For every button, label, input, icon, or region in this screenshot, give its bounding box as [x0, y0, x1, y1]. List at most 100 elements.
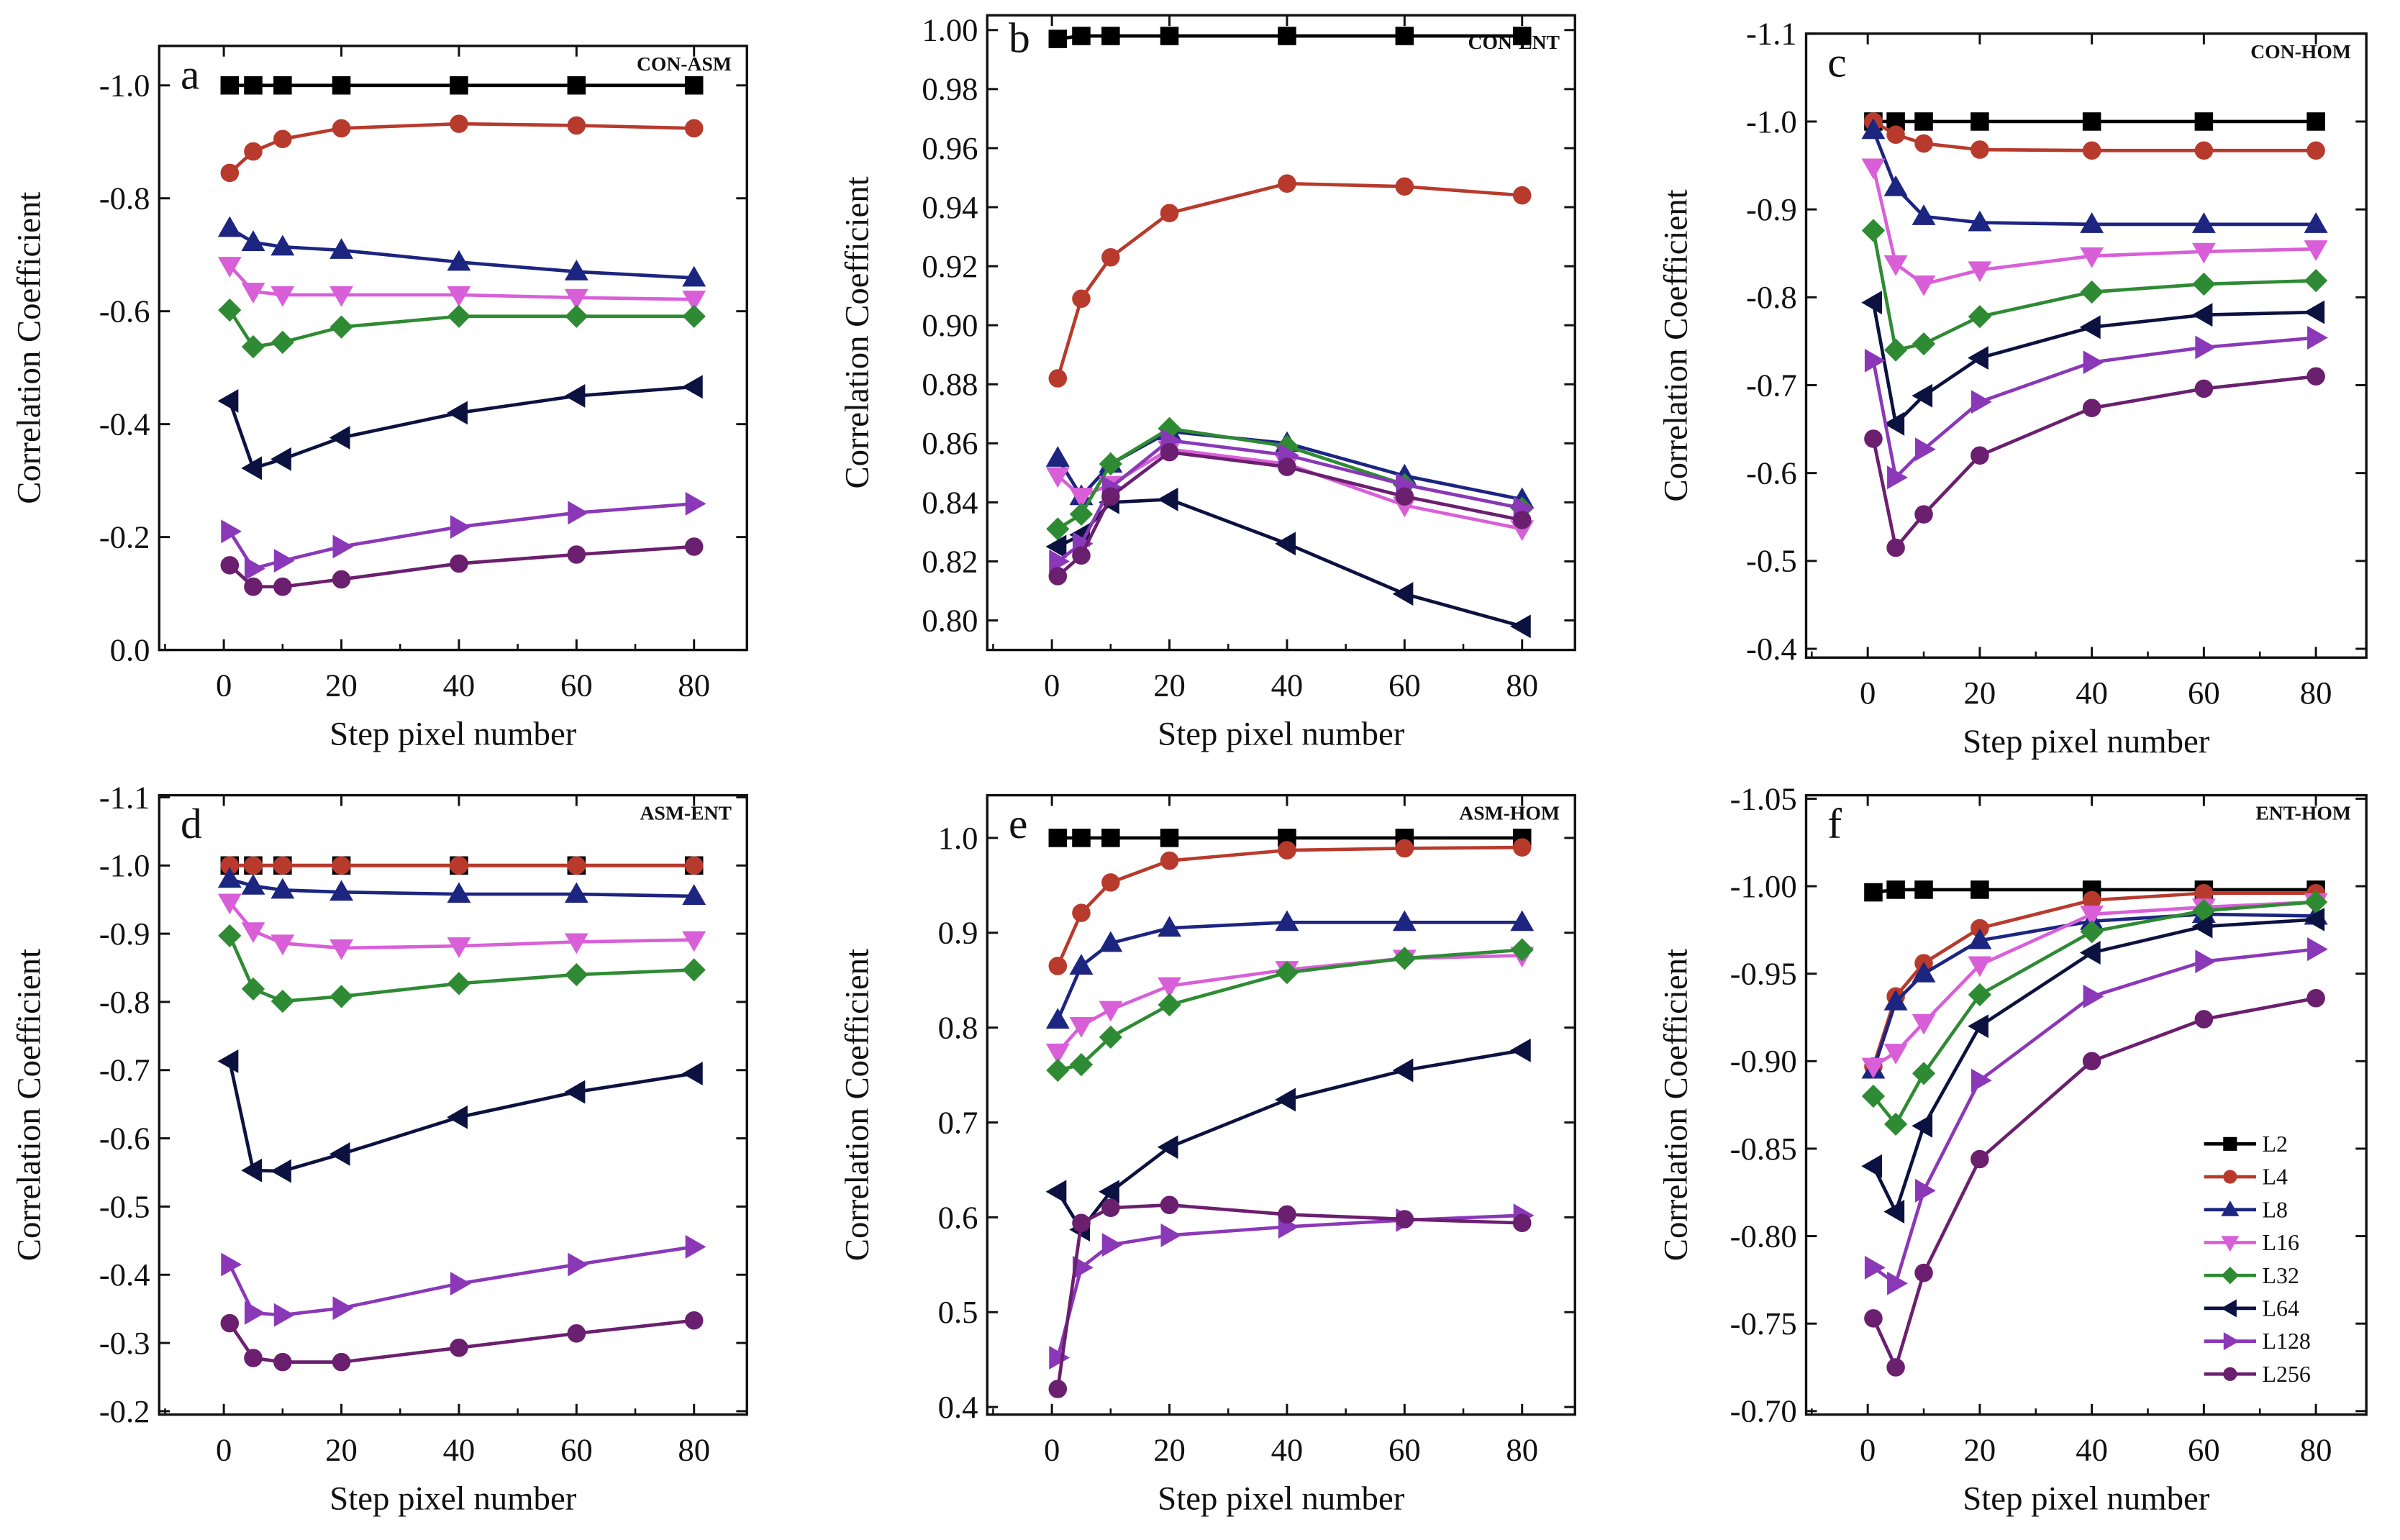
y-tick-label: -0.7	[1746, 367, 1797, 403]
data-point	[1864, 1309, 1883, 1328]
data-point	[1048, 369, 1068, 388]
data-point	[2304, 212, 2328, 233]
data-point	[564, 259, 588, 281]
data-point	[447, 304, 471, 328]
y-tick-label: -0.4	[1746, 631, 1797, 667]
data-point	[2306, 367, 2325, 386]
y-axis-title: Correlation Coefficient	[10, 192, 47, 504]
data-point	[1968, 928, 1992, 949]
data-point	[1048, 1380, 1068, 1398]
data-point	[1395, 177, 1414, 196]
data-point	[567, 545, 586, 564]
data-point	[1395, 487, 1414, 506]
x-tick-label: 20	[1964, 675, 1996, 711]
x-tick-label: 80	[2300, 1431, 2332, 1467]
data-point	[329, 286, 353, 307]
data-point	[1275, 1088, 1296, 1112]
series-L8	[1045, 910, 1535, 1029]
x-tick-label: 40	[1271, 667, 1304, 703]
data-point	[1278, 1205, 1296, 1224]
y-tick-label: -0.9	[99, 916, 150, 952]
data-point	[2082, 112, 2101, 131]
x-tick-label: 40	[2076, 1431, 2108, 1467]
data-point	[1912, 1062, 1936, 1085]
data-point	[1914, 437, 1936, 462]
series-L2	[1048, 27, 1532, 48]
data-point	[332, 1352, 351, 1372]
panel-letter: d	[181, 800, 202, 847]
y-tick-label: 0.94	[922, 189, 978, 225]
data-point	[1912, 383, 1933, 408]
data-point	[1912, 1113, 1933, 1138]
y-tick-label: -0.6	[99, 1120, 150, 1156]
legend-marker	[2221, 1200, 2240, 1216]
data-point	[1968, 1014, 1988, 1039]
legend-marker	[2221, 1299, 2237, 1318]
panel-letter: c	[1827, 38, 1846, 86]
data-point	[1392, 910, 1417, 931]
x-tick-label: 0	[1860, 675, 1876, 711]
data-point	[1912, 204, 1936, 225]
data-point	[1510, 938, 1534, 962]
series-L4	[220, 856, 704, 875]
y-axis-title: Correlation Coefficient	[1658, 189, 1695, 501]
x-axis-title: Step pixel number	[329, 715, 577, 752]
series-L16	[1861, 158, 2328, 296]
data-point	[220, 163, 240, 183]
data-point	[1914, 1263, 1933, 1282]
data-point	[1069, 1052, 1094, 1077]
data-point	[2080, 212, 2104, 233]
y-tick-label: 0.6	[938, 1199, 978, 1235]
panel-title: CON-HOM	[2250, 40, 2351, 63]
data-point	[1883, 255, 1908, 276]
data-point	[271, 934, 295, 956]
data-point	[1861, 158, 1886, 180]
series-L32	[218, 924, 706, 1013]
data-point	[682, 265, 706, 287]
series-line	[1055, 1203, 1522, 1390]
x-tick-label: 0	[1860, 1431, 1876, 1467]
data-point	[244, 76, 263, 95]
x-tick-label: 80	[2300, 675, 2332, 711]
series-L32	[1861, 219, 2328, 362]
panel-letter: b	[1009, 14, 1030, 61]
data-point	[2082, 141, 2101, 160]
data-point	[241, 283, 265, 304]
data-point	[564, 288, 588, 310]
series-L128	[1864, 326, 2328, 490]
y-axis-title: Correlation Coefficient	[1658, 949, 1695, 1261]
data-point	[567, 116, 586, 135]
y-tick-label: -0.80	[1730, 1218, 1797, 1254]
y-axis-title: Correlation Coefficient	[838, 949, 876, 1261]
data-point	[684, 119, 704, 138]
y-tick-label: -0.70	[1730, 1393, 1797, 1429]
data-point	[332, 76, 351, 95]
data-point	[450, 515, 471, 539]
data-point	[450, 76, 468, 95]
data-point	[1045, 1008, 1070, 1029]
series-L128	[1049, 1203, 1535, 1370]
data-point	[1509, 1038, 1531, 1062]
data-point	[1971, 1068, 1992, 1093]
y-tick-label: 0.7	[938, 1104, 978, 1140]
data-point	[568, 501, 589, 525]
data-point	[1046, 517, 1070, 541]
data-point	[2080, 920, 2104, 944]
series-L4	[1048, 174, 1532, 388]
legend-item: L8	[2204, 1197, 2288, 1222]
x-tick-label: 20	[325, 1431, 358, 1467]
y-tick-label: 0.80	[922, 602, 978, 638]
data-point	[1512, 511, 1532, 529]
series-L8	[217, 867, 706, 905]
data-point	[1968, 210, 1992, 232]
data-point	[2194, 141, 2214, 160]
data-point	[1099, 1025, 1122, 1049]
x-tick-label: 80	[678, 1431, 710, 1467]
data-point	[1886, 1358, 1905, 1377]
data-point	[2194, 379, 2214, 398]
y-tick-label: -1.1	[99, 779, 150, 815]
data-point	[2191, 303, 2213, 327]
data-point	[2082, 1052, 2101, 1071]
data-point	[329, 939, 353, 960]
